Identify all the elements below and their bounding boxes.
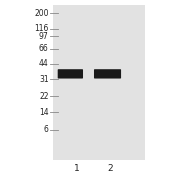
- Text: 44: 44: [39, 59, 49, 68]
- Text: 14: 14: [39, 108, 49, 117]
- Bar: [53, 5, 145, 160]
- Text: 66: 66: [39, 44, 49, 53]
- Text: 116: 116: [34, 24, 49, 33]
- Text: 97: 97: [39, 32, 49, 41]
- Text: 22: 22: [39, 92, 49, 101]
- Text: 200: 200: [34, 9, 49, 18]
- FancyBboxPatch shape: [58, 69, 83, 79]
- Text: 2: 2: [107, 164, 113, 173]
- Text: 1: 1: [74, 164, 80, 173]
- Text: kDa: kDa: [30, 0, 49, 1]
- Text: 6: 6: [44, 125, 49, 134]
- Text: 31: 31: [39, 75, 49, 84]
- FancyBboxPatch shape: [94, 69, 121, 79]
